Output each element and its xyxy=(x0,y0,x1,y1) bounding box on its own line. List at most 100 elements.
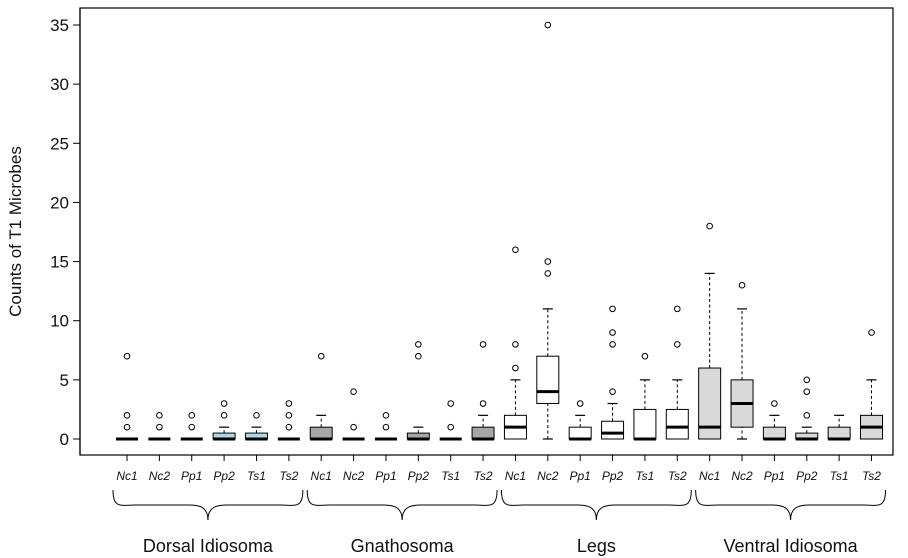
x-tick-label: Nc2 xyxy=(343,469,365,483)
box-gnathosoma-ts1 xyxy=(439,400,462,441)
y-tick-label: 5 xyxy=(60,371,69,390)
x-tick-label: Pp1 xyxy=(375,469,396,483)
box-ventral-idiosoma-ts2 xyxy=(860,329,884,440)
outlier-point xyxy=(253,412,260,419)
group-bracket xyxy=(306,489,498,521)
y-tick-label: 0 xyxy=(60,430,69,449)
box-body xyxy=(536,355,560,405)
outlier-point xyxy=(447,400,455,407)
x-tick-label: Pp1 xyxy=(764,469,785,483)
x-tick-label: Ts1 xyxy=(441,469,460,483)
outlier-point xyxy=(706,222,713,230)
outlier-point xyxy=(609,305,616,313)
outlier-point xyxy=(803,412,811,419)
x-tick-label: Nc1 xyxy=(116,469,137,483)
outlier-point xyxy=(220,400,228,407)
outlier-point xyxy=(415,341,422,348)
x-tick-label: Pp2 xyxy=(213,469,235,483)
outlier-point xyxy=(868,329,875,336)
x-tick-label: Pp2 xyxy=(408,469,430,483)
y-tick-label: 15 xyxy=(50,253,69,272)
box-legs-nc1 xyxy=(503,246,527,440)
box-ventral-idiosoma-pp2 xyxy=(795,376,819,441)
box-body xyxy=(762,426,786,440)
box-ventral-idiosoma-nc1 xyxy=(698,222,722,440)
x-tick-label: Nc2 xyxy=(537,469,559,483)
outlier-point xyxy=(382,423,390,431)
x-axis: Nc1 Nc2 Pp1 Pp2 Ts1 Ts2 Nc1 Nc2 Pp1 Pp2 Ts1 Ts2 Nc1 N… xyxy=(116,455,881,483)
outlier-point xyxy=(803,376,811,384)
outlier-point xyxy=(415,352,422,360)
outlier-point xyxy=(609,388,616,395)
y-axis: 0 5 10 15 20 25 30 35 xyxy=(50,8,81,455)
box-body xyxy=(698,367,722,440)
outlier-point xyxy=(544,258,552,265)
x-tick-label: Nc1 xyxy=(699,469,720,483)
box-dorsal-idiosoma-pp1 xyxy=(180,412,203,441)
box-body xyxy=(665,408,689,440)
outlier-point xyxy=(317,352,325,360)
outlier-point xyxy=(156,423,163,431)
outlier-point xyxy=(350,388,357,395)
outlier-point xyxy=(544,270,552,277)
x-tick-label: Nc1 xyxy=(505,469,526,483)
x-tick-label: Ts2 xyxy=(862,469,881,483)
group-bracket xyxy=(500,489,692,521)
y-tick-label: 10 xyxy=(50,312,69,331)
outlier-point xyxy=(673,341,681,348)
boxes-layer xyxy=(116,21,884,441)
box-dorsal-idiosoma-nc2 xyxy=(148,412,171,441)
box-dorsal-idiosoma-pp2 xyxy=(212,400,236,441)
box-body xyxy=(601,420,625,440)
box-gnathosoma-pp2 xyxy=(406,341,430,441)
outlier-point xyxy=(447,423,455,431)
x-tick-label: Pp2 xyxy=(602,469,624,483)
y-tick-label: 20 xyxy=(50,193,69,212)
box-gnathosoma-ts2 xyxy=(471,341,495,441)
box-body xyxy=(568,426,592,440)
plot-frame xyxy=(79,7,894,456)
box-dorsal-idiosoma-nc1 xyxy=(116,352,138,441)
box-legs-ts2 xyxy=(665,305,689,440)
box-body xyxy=(471,426,495,440)
box-ventral-idiosoma-pp1 xyxy=(762,400,786,441)
outlier-point xyxy=(609,329,616,336)
y-tick-label: 30 xyxy=(50,75,69,94)
outlier-point xyxy=(156,412,163,419)
outlier-point xyxy=(512,246,519,254)
outlier-point xyxy=(382,412,390,419)
outlier-point xyxy=(609,341,616,348)
group-brackets: Dorsal Idiosoma Gnathosoma Legs Ventral Idi… xyxy=(112,489,887,556)
x-tick-label: Ts1 xyxy=(247,469,266,483)
outlier-point xyxy=(220,412,228,419)
y-tick-label: 35 xyxy=(50,16,69,35)
x-tick-label: Ts2 xyxy=(474,469,493,483)
box-legs-ts1 xyxy=(633,352,657,441)
x-tick-label: Ts2 xyxy=(279,469,298,483)
outlier-point xyxy=(123,352,131,360)
outlier-point xyxy=(738,281,746,289)
outlier-point xyxy=(285,400,293,407)
x-tick-label: Pp2 xyxy=(796,469,818,483)
y-tick-label: 25 xyxy=(50,134,69,153)
outlier-point xyxy=(576,400,584,407)
box-body xyxy=(309,426,333,440)
group-bracket xyxy=(112,489,304,521)
outlier-point xyxy=(673,305,681,313)
box-legs-pp2 xyxy=(601,305,625,440)
x-tick-label: Ts2 xyxy=(668,469,687,483)
box-legs-pp1 xyxy=(568,400,592,441)
group-label: Legs xyxy=(577,536,616,556)
outlier-point xyxy=(803,388,811,395)
outlier-point xyxy=(350,423,357,431)
outlier-point xyxy=(188,412,196,419)
x-tick-label: Nc2 xyxy=(731,469,753,483)
outlier-point xyxy=(123,423,131,431)
box-gnathosoma-nc1 xyxy=(309,352,333,441)
outlier-point xyxy=(188,423,196,431)
box-dorsal-idiosoma-ts1 xyxy=(244,412,268,441)
box-body xyxy=(827,426,851,440)
outlier-point xyxy=(771,400,778,407)
group-label: Gnathosoma xyxy=(351,536,455,556)
